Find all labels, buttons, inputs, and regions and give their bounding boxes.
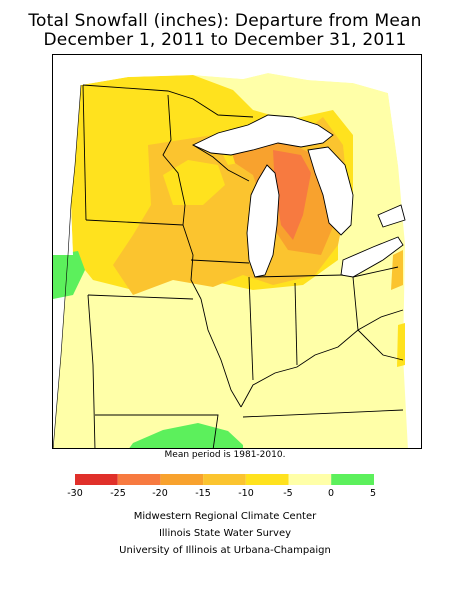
zone-near-normal-central-north: [163, 160, 225, 205]
snowfall-departure-map: [52, 54, 422, 449]
legend-tick-label: 5: [369, 488, 377, 499]
legend-bin-minus10-minus5: [245, 474, 289, 485]
legend-bin-minus5-0: [288, 474, 332, 485]
map-title-line1: Total Snowfall (inches): Departure from …: [28, 11, 422, 31]
legend-tick-label: -30: [67, 488, 83, 499]
legend-bin-minus15-minus10: [203, 474, 246, 485]
zone-minus20-to-minus25: [273, 150, 311, 240]
region-boundary: [53, 84, 82, 448]
map-corner-west: [53, 55, 128, 255]
map-title-line2: December 1, 2011 to December 31, 2011: [43, 30, 407, 50]
credit-line1: Midwestern Regional Climate Center: [133, 511, 317, 522]
legend-tick-label: -20: [152, 488, 168, 499]
legend-tick-label: -15: [195, 488, 211, 499]
color-legend: [75, 474, 374, 485]
credit-line2: Illinois State Water Survey: [158, 528, 292, 539]
international-border: [82, 84, 254, 118]
zone-minus10-east: [391, 250, 403, 290]
lake-superior: [191, 114, 334, 156]
canada-area: [128, 55, 421, 165]
state-borders: [82, 84, 404, 448]
legend-ticks: -30 -25 -20 -15 -10 -5 0 5: [0, 488, 450, 500]
legend-bin-minus25-minus20: [117, 474, 161, 485]
lake-ontario: [377, 204, 406, 228]
lake-michigan: [246, 164, 280, 278]
legend-bin-minus30-minus25: [75, 474, 118, 485]
legend-bin-minus20-minus15: [160, 474, 204, 485]
legend-tick-label: -5: [283, 488, 293, 499]
legend-tick-label: -10: [238, 488, 254, 499]
zone-minus5-southeast: [397, 323, 405, 367]
legend-bin-0-5: [331, 474, 374, 485]
credit-line3: University of Illinois at Urbana-Champai…: [119, 545, 331, 556]
legend-tick-label: -25: [110, 488, 126, 499]
mean-period-note: Mean period is 1981-2010.: [164, 450, 286, 460]
legend-tick-label: 0: [327, 488, 335, 499]
zone-above-normal-west: [53, 251, 85, 299]
lake-huron: [307, 146, 354, 236]
